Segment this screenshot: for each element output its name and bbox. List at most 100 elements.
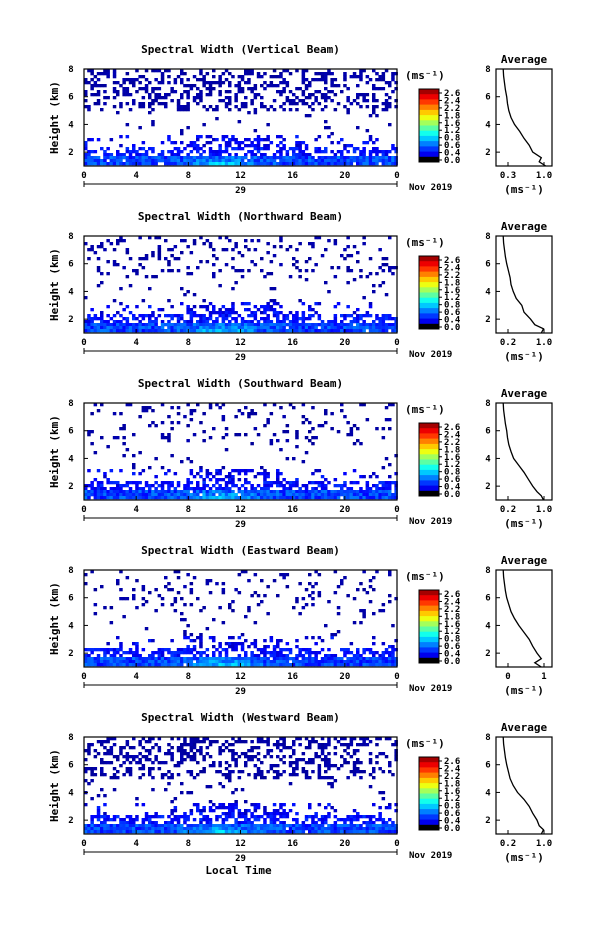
heatmap-cell (388, 84, 392, 88)
heatmap-cell (173, 245, 178, 249)
heatmap-cell (221, 591, 226, 595)
heatmap-cell (247, 314, 251, 318)
heatmap-cell (212, 329, 216, 333)
heatmap-cell (356, 818, 360, 822)
heatmap-cell (381, 320, 386, 324)
heatmap-cell (279, 93, 283, 97)
heatmap-cell (388, 803, 392, 807)
heatmap-cell (93, 403, 98, 407)
heatmap-cell (375, 317, 379, 321)
heatmap-cell (237, 809, 242, 813)
heatmap-cell (90, 663, 94, 667)
heatmap-cell (119, 645, 123, 649)
heatmap-cell (221, 496, 226, 500)
heatmap-cell (391, 90, 395, 94)
heatmap-cell (311, 242, 315, 246)
heatmap-cell (317, 102, 322, 106)
heatmap-cell (138, 162, 142, 166)
heatmap-cell (295, 311, 299, 315)
heatmap-cell (304, 329, 309, 333)
heatmap-cell (260, 156, 264, 160)
heatmap-cell (247, 469, 251, 473)
heatmap-cell (218, 651, 222, 655)
heatmap-cell (256, 141, 261, 145)
heatmap-cell (109, 493, 114, 497)
heatmap-cell (199, 642, 203, 646)
heatmap-cell (160, 156, 165, 160)
heatmap-cell (151, 788, 155, 792)
heatmap-cell (106, 815, 110, 819)
heatmap-cell (106, 648, 110, 652)
heatmap-cell (202, 767, 206, 771)
colorbar-segment (419, 423, 439, 429)
heatmap-cell (240, 812, 245, 816)
heatmap-cell (106, 320, 110, 324)
heatmap-cell (125, 320, 130, 324)
heatmap-cell (266, 493, 270, 497)
heatmap-cell (301, 657, 306, 661)
heatmap-cell (180, 746, 184, 750)
heatmap-cell (340, 403, 344, 407)
y-tick-label: 4 (68, 120, 74, 130)
heatmap-cell (167, 263, 171, 267)
colorbar-segment (419, 276, 439, 283)
profile-y-tick-label: 4 (485, 788, 491, 798)
heatmap-cell (311, 245, 315, 249)
heatmap-cell (372, 493, 376, 497)
heatmap-cell (279, 75, 283, 79)
y-tick-label: 8 (68, 65, 73, 75)
heatmap-cell (93, 326, 98, 330)
heatmap-cell (228, 472, 232, 476)
heatmap-cell (269, 636, 274, 640)
heatmap-cell (276, 824, 280, 828)
heatmap-cell (356, 648, 360, 652)
heatmap-cell (260, 776, 264, 780)
heatmap-cell (128, 824, 133, 828)
heatmap-cell (221, 329, 226, 333)
heatmap-cell (212, 323, 216, 327)
heatmap-cell (196, 749, 200, 753)
heatmap-cell (167, 648, 171, 652)
heatmap-cell (90, 815, 94, 819)
heatmap-cell (349, 663, 354, 667)
heatmap-cell (269, 323, 274, 327)
heatmap-cell (324, 743, 328, 747)
heatmap-cell (132, 269, 136, 273)
profile-line (502, 68, 547, 167)
heatmap-cell (218, 269, 222, 273)
heatmap-cell (256, 150, 261, 154)
heatmap-cell (352, 749, 357, 753)
heatmap-cell (388, 81, 392, 85)
heatmap-cell (148, 305, 152, 309)
heatmap-cell (272, 579, 277, 583)
heatmap-cell (327, 648, 331, 652)
colorbar-segment (419, 819, 439, 826)
heatmap-cell (234, 93, 238, 97)
heatmap-cell (237, 496, 242, 500)
heatmap-cell (100, 72, 104, 76)
heatmap-cell (106, 239, 110, 243)
heatmap-cell (314, 96, 318, 100)
heatmap-cell (317, 156, 322, 160)
heatmap-cell (394, 159, 398, 163)
heatmap-cell (276, 746, 280, 750)
heatmap-cell (164, 824, 168, 828)
heatmap-cell (87, 767, 91, 771)
heatmap-cell (234, 99, 238, 103)
heatmap-cell (253, 642, 258, 646)
heatmap-cell (202, 651, 206, 655)
heatmap-cell (272, 654, 277, 658)
heatmap-cell (221, 657, 226, 661)
heatmap-cell (260, 311, 264, 315)
heatmap-cell (314, 326, 318, 330)
heatmap-cell (282, 69, 286, 73)
heatmap-cell (317, 746, 322, 750)
heatmap-cell (359, 314, 363, 318)
heatmap-cell (234, 269, 238, 273)
heatmap-cell (154, 156, 158, 160)
heatmap-cell (106, 162, 110, 166)
heatmap-cell (333, 752, 338, 756)
heatmap-cell (189, 657, 194, 661)
heatmap-cell (276, 660, 280, 664)
heatmap-cell (228, 642, 232, 646)
